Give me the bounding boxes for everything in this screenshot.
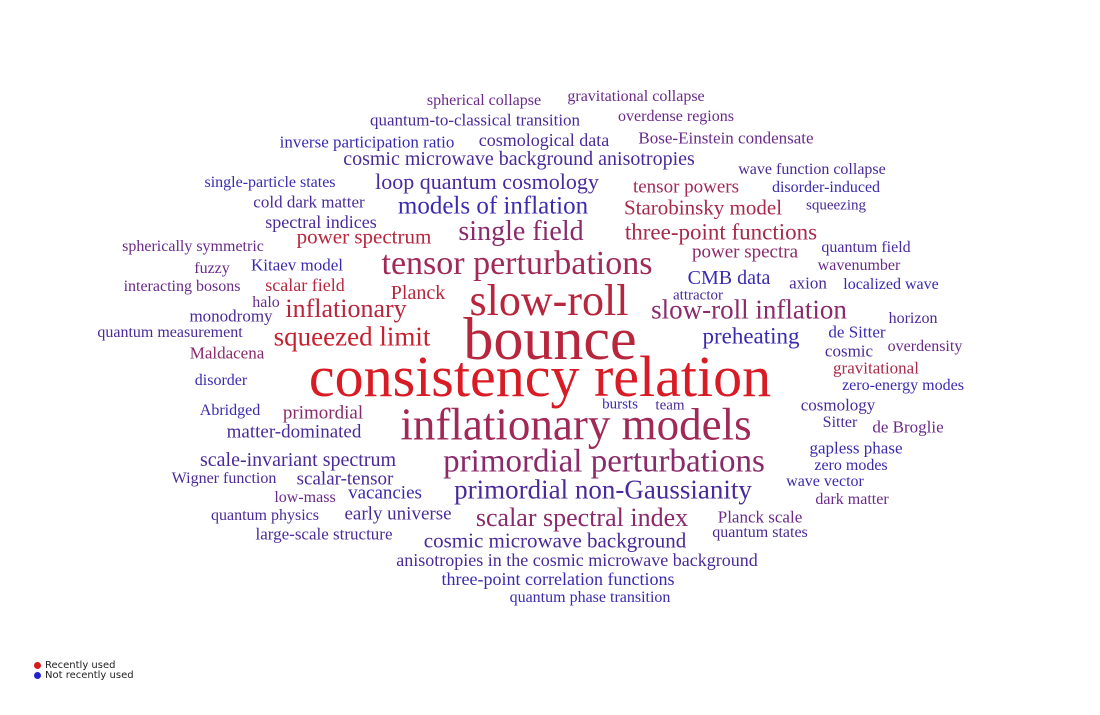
word-bose-einstein-condensate: Bose-Einstein condensate [638,128,814,148]
word-overdense-regions: overdense regions [618,108,734,125]
word-cosmology: cosmology [800,395,876,415]
word-quantum-physics: quantum physics [211,507,319,524]
word-primordial-perturbations: primordial perturbations [443,443,765,480]
word-power-spectrum: power spectrum [296,224,432,249]
word-preheating: preheating [702,323,800,349]
word-three-point-correlation-functions: three-point correlation functions [441,569,675,589]
word-primordial-non-gaussianity: primordial non-Gaussianity [454,474,752,505]
word-zero-energy-modes: zero-energy modes [842,377,964,394]
word-planck-scale: Planck scale [717,507,803,527]
word-gapless-phase: gapless phase [809,438,903,458]
word-zero-modes: zero modes [814,457,888,474]
word-scalar-spectral-index: scalar spectral index [475,503,689,532]
word-de-sitter: de Sitter [828,322,886,342]
legend-item-not-recent: Not recently used [34,669,134,681]
legend-label-not-recent: Not recently used [45,669,134,681]
word-cosmic: cosmic [824,341,874,361]
word-vacancies: vacancies [348,482,422,504]
word-overdensity: overdensity [887,338,963,355]
word-wave-vector: wave vector [786,473,864,490]
word-monodromy: monodromy [189,306,273,326]
word-quantum-field: quantum field [821,239,911,256]
word-matter-dominated: matter-dominated [226,421,362,443]
word-low-mass: low-mass [274,489,336,506]
word-abridged: Abridged [199,402,261,419]
word-dark-matter: dark matter [815,491,889,508]
word-planck: Planck [390,282,446,304]
word-sitter: Sitter [822,414,858,431]
word-three-point-functions: three-point functions [624,219,818,245]
word-kitaev-model: Kitaev model [250,255,344,275]
word-cold-dark-matter: cold dark matter [253,192,365,212]
word-quantum-measurement: quantum measurement [97,324,243,341]
word-gravitational-collapse: gravitational collapse [567,88,705,105]
word-disorder-induced: disorder-induced [771,179,881,196]
word-scale-invariant-spectrum: scale-invariant spectrum [199,449,397,471]
legend-dot-not-recent [34,671,41,679]
word-halo: halo [252,294,280,311]
word-attractor: attractor [673,287,723,304]
word-disorder: disorder [194,372,248,389]
word-power-spectra: power spectra [691,241,799,263]
word-wigner-function: Wigner function [171,470,277,487]
word-maldacena: Maldacena [189,343,265,363]
word-spherical-collapse: spherical collapse [426,92,542,109]
word-spherically-symmetric: spherically symmetric [122,238,264,255]
word-quantum-to-classical-transition: quantum-to-classical transition [369,110,581,130]
word-inflationary: inflationary [285,294,407,323]
word-inverse-participation-ratio: inverse participation ratio [279,132,455,152]
word-slow-roll: slow-roll [469,276,629,325]
word-starobinsky-model: Starobinsky model [623,195,783,220]
word-bounce: bounce [463,306,637,372]
word-large-scale-structure: large-scale structure [255,524,393,544]
word-squeezing: squeezing [806,197,866,214]
word-tensor-powers: tensor powers [632,176,740,198]
legend-label-recent: Recently used [45,659,116,671]
word-wavenumber: wavenumber [817,257,901,274]
word-spectral-indices: spectral indices [265,212,377,232]
word-cosmic-microwave-background: cosmic microwave background [423,528,687,553]
word-consistency-relation: consistency relation [308,344,772,409]
legend-item-recent: Recently used [34,659,134,671]
word-gravitational: gravitational [833,358,919,378]
word-bursts: bursts [602,396,638,413]
word-squeezed-limit: squeezed limit [273,321,431,352]
word-interacting-bosons: interacting bosons [123,278,241,295]
word-team: team [655,397,685,414]
word-scalar-tensor: scalar-tensor [296,468,394,490]
word-cosmic-microwave-background-anisotropies: cosmic microwave background anisotropies [343,148,695,170]
word-de-broglie: de Broglie [872,417,944,437]
legend: Recently used Not recently used [34,659,134,681]
word-slow-roll-inflation: slow-roll inflation [651,294,847,325]
legend-dot-recent [34,661,41,669]
word-cosmological-data: cosmological data [478,130,610,150]
word-fuzzy: fuzzy [194,260,230,277]
word-models-of-inflation: models of inflation [397,192,589,220]
word-inflationary-models: inflationary models [400,399,752,450]
word-cmb-data: CMB data [687,267,771,289]
word-early-universe: early universe [344,503,452,525]
word-localized-wave: localized wave [843,276,939,293]
word-quantum-states: quantum states [712,524,808,541]
word-scalar-field: scalar field [265,275,345,295]
word-wave-function-collapse: wave function collapse [738,161,886,178]
word-tensor-perturbations: tensor perturbations [381,245,653,282]
word-horizon: horizon [888,310,938,327]
word-single-field: single field [458,216,584,247]
word-quantum-phase-transition: quantum phase transition [509,589,671,606]
word-anisotropies-in-the-cosmic-microwave-background: anisotropies in the cosmic microwave bac… [396,550,758,570]
word-axion: axion [789,273,827,293]
word-primordial: primordial [282,402,364,424]
word-loop-quantum-cosmology: loop quantum cosmology [375,169,599,194]
word-single-particle-states: single-particle states [204,174,336,191]
